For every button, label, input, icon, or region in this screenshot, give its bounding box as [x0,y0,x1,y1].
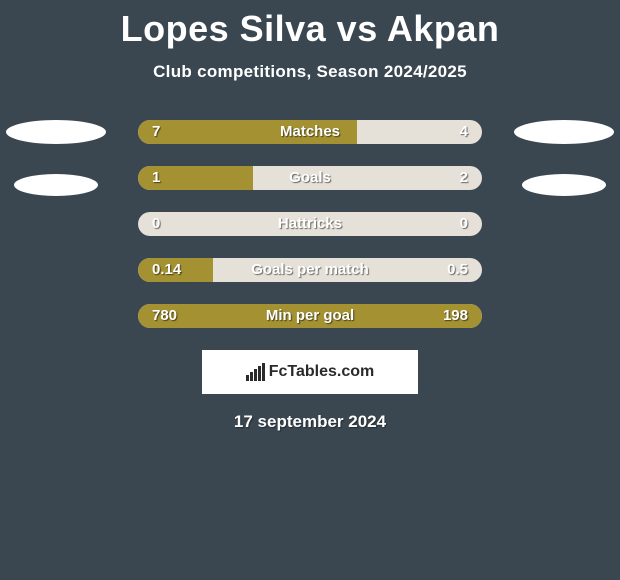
bar-row-goals: 1 Goals 2 [138,166,482,190]
bar-row-goals-per-match: 0.14 Goals per match 0.5 [138,258,482,282]
value-left: 0.14 [152,258,181,282]
metric-label: Hattricks [138,212,482,236]
bar-row-hattricks: 0 Hattricks 0 [138,212,482,236]
player-right-column [514,120,614,226]
bar-row-min-per-goal: 780 Min per goal 198 [138,304,482,328]
date-label: 17 september 2024 [0,412,620,432]
brand-label: FcTables.com [269,363,375,381]
value-right: 2 [460,166,468,190]
value-right: 198 [443,304,468,328]
bar-row-matches: 7 Matches 4 [138,120,482,144]
bar-fill-left [138,120,357,144]
player-left-avatar-1 [6,120,106,144]
brand-box: FcTables.com [202,350,418,394]
player-right-avatar-1 [514,120,614,144]
page-subtitle: Club competitions, Season 2024/2025 [0,62,620,82]
value-left: 780 [152,304,177,328]
value-left: 7 [152,120,160,144]
player-left-column [6,120,106,226]
chart-bars-icon [246,363,265,381]
bars-container: 7 Matches 4 1 Goals 2 0 Hattricks 0 0.14… [138,120,482,328]
bar-fill-left [138,304,413,328]
comparison-chart: 7 Matches 4 1 Goals 2 0 Hattricks 0 0.14… [0,120,620,432]
value-right: 4 [460,120,468,144]
player-right-avatar-2 [522,174,606,196]
player-left-avatar-2 [14,174,98,196]
value-right: 0 [460,212,468,236]
value-left: 0 [152,212,160,236]
value-right: 0.5 [447,258,468,282]
value-left: 1 [152,166,160,190]
page-title: Lopes Silva vs Akpan [0,0,620,50]
